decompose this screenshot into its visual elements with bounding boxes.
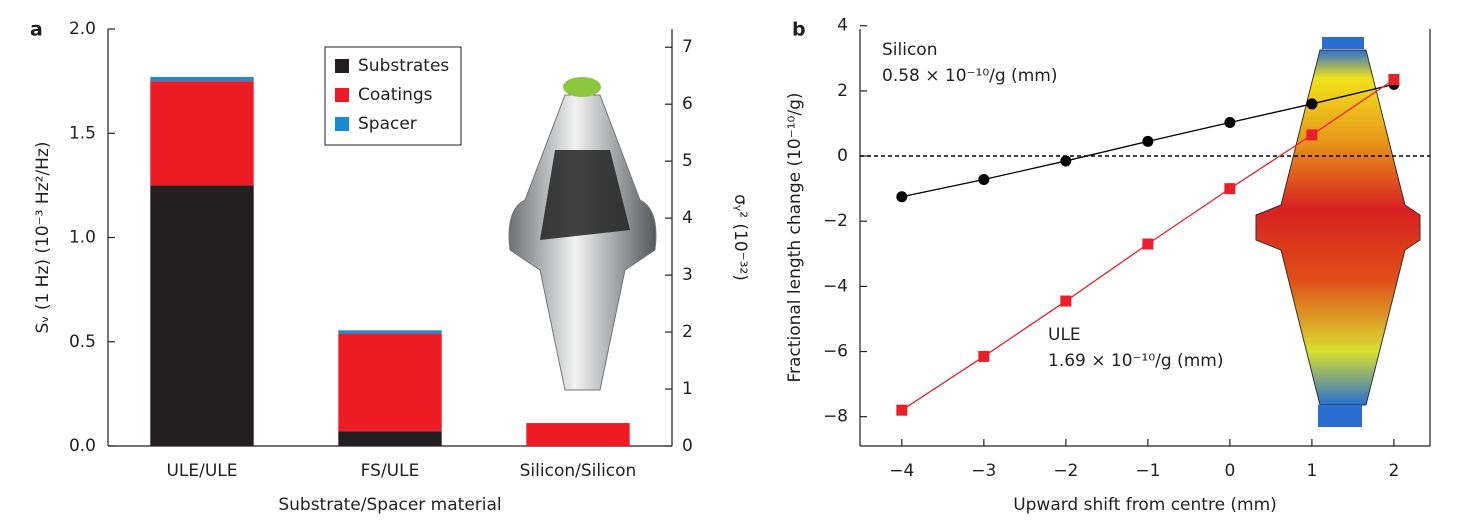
point <box>896 191 908 203</box>
y-tick-label: 2.0 <box>69 19 96 39</box>
x-tick-label: 2 <box>1388 461 1399 481</box>
point <box>1060 295 1072 307</box>
y-axis-title: Sᵥ (1 Hz) (10⁻³ Hz²/Hz) <box>33 142 53 334</box>
point <box>1224 183 1236 195</box>
y-tick-label: 0.0 <box>69 436 96 456</box>
y-tick-label: 0.5 <box>69 332 96 352</box>
y2-tick-label: 4 <box>682 208 693 228</box>
y-tick-label: −2 <box>823 211 848 231</box>
point <box>1388 73 1400 85</box>
point <box>1060 155 1072 167</box>
y2-tick-label: 5 <box>682 151 693 171</box>
legend-label: Spacer <box>358 114 417 134</box>
x-tick-label: −2 <box>1053 461 1078 481</box>
point <box>1142 238 1154 250</box>
x-axis-title: Substrate/Spacer material <box>278 495 501 515</box>
slope-annotation: 0.58 × 10⁻¹⁰/g (mm) <box>882 66 1057 86</box>
x-tick-label: 0 <box>1224 461 1235 481</box>
series-annotation: Silicon <box>882 40 937 60</box>
panel-label: a <box>30 19 43 41</box>
point <box>1306 98 1318 110</box>
y-tick-label: −6 <box>823 342 848 362</box>
bar-segment <box>338 431 442 446</box>
y-tick-label: 0 <box>837 146 848 166</box>
point <box>896 404 908 416</box>
x-tick-label: −1 <box>1135 461 1160 481</box>
y-tick-label: 1.5 <box>69 123 96 143</box>
x-tick-label: Silicon/Silicon <box>520 461 637 481</box>
series-annotation: ULE <box>1048 325 1081 345</box>
y-tick-label: 1.0 <box>69 228 96 248</box>
x-tick-label: −4 <box>889 461 914 481</box>
x-tick-label: 1 <box>1306 461 1317 481</box>
point <box>978 174 990 186</box>
y-axis-title: Fractional length change (10⁻¹⁰/g) <box>785 93 805 383</box>
point <box>1306 129 1318 141</box>
slope-annotation: 1.69 × 10⁻¹⁰/g (mm) <box>1048 351 1223 371</box>
bar-segment <box>150 185 254 446</box>
legend-swatch <box>335 59 349 73</box>
inset-simulation-illustration <box>1255 37 1421 427</box>
point <box>978 350 990 362</box>
point <box>1224 116 1236 128</box>
legend-label: Substrates <box>358 56 449 76</box>
y-tick-label: −8 <box>823 407 848 427</box>
y-tick-label: 2 <box>837 81 848 101</box>
y2-tick-label: 6 <box>682 94 693 114</box>
y2-tick-label: 0 <box>682 436 693 456</box>
bar-segment <box>338 330 442 334</box>
x-tick-label: FS/ULE <box>361 461 420 481</box>
y2-tick-label: 7 <box>682 37 693 57</box>
bar-segment <box>338 333 442 432</box>
y2-tick-label: 1 <box>682 379 693 399</box>
bar-segment <box>150 81 254 186</box>
y2-axis-title: σᵧ² (10⁻³²) <box>730 194 750 281</box>
bar-segment <box>150 76 254 82</box>
panel-label: b <box>792 19 806 41</box>
legend-swatch <box>335 117 349 131</box>
x-axis-title: Upward shift from centre (mm) <box>1013 495 1277 515</box>
x-tick-label: −3 <box>971 461 996 481</box>
y-tick-label: 4 <box>837 16 848 36</box>
inset-cavity-illustration <box>508 77 657 391</box>
legend-label: Coatings <box>358 85 433 105</box>
y2-tick-label: 3 <box>682 265 693 285</box>
bar-segment <box>526 423 630 446</box>
x-tick-label: ULE/ULE <box>166 461 237 481</box>
legend-swatch <box>335 88 349 102</box>
y2-tick-label: 2 <box>682 322 693 342</box>
point <box>1142 135 1154 147</box>
y-tick-label: −4 <box>823 276 848 296</box>
